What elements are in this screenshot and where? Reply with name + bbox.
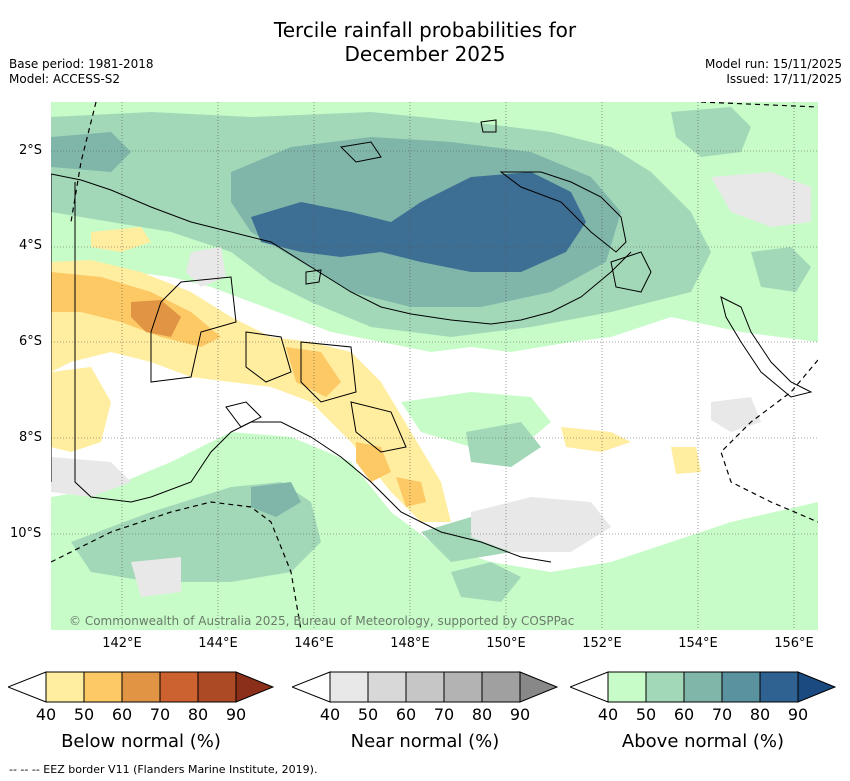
eez-borders bbox=[51, 102, 818, 630]
below-normal-50-nw bbox=[91, 227, 151, 252]
above-normal-80 bbox=[251, 172, 586, 272]
cbar-above-40-50 bbox=[607, 671, 647, 703]
above-normal-60-east bbox=[751, 247, 811, 292]
cbar-near-label-70: 70 bbox=[433, 705, 455, 724]
map-title: Tercile rainfall probabilities for Decem… bbox=[0, 18, 850, 66]
cbar-below-label-40: 40 bbox=[35, 705, 57, 724]
cbar-above-label-40: 40 bbox=[597, 705, 619, 724]
cbar-near-title: Near normal (%) bbox=[350, 731, 500, 752]
cbar-below-40-50 bbox=[45, 671, 85, 703]
cbar-above-label-50: 50 bbox=[635, 705, 657, 724]
title-line-2: December 2025 bbox=[344, 42, 506, 66]
lat-tick-6s: 6°S bbox=[19, 334, 43, 349]
cbar-below-label-80: 80 bbox=[187, 705, 209, 724]
map-panel bbox=[51, 102, 818, 630]
cbar-above-70-80 bbox=[721, 671, 761, 703]
cbar-near-40-50 bbox=[329, 671, 369, 703]
cbar-below-title: Below normal (%) bbox=[61, 731, 221, 752]
cbar-below-label-90: 90 bbox=[225, 705, 247, 724]
cbar-above-under bbox=[570, 671, 609, 703]
graticule bbox=[51, 102, 818, 630]
cbar-near-over bbox=[519, 671, 558, 703]
lat-tick-8s: 8°S bbox=[19, 430, 43, 445]
cbar-above-label-90: 90 bbox=[787, 705, 809, 724]
near-normal-50-nw bbox=[186, 247, 226, 287]
above-normal-60-ne bbox=[671, 107, 751, 157]
meta-left: Base period: 1981-2018 Model: ACCESS-S2 bbox=[9, 57, 154, 87]
cbar-below-70-80 bbox=[159, 671, 199, 703]
below-normal-50-east2 bbox=[671, 447, 701, 474]
cbar-near-under bbox=[292, 671, 331, 703]
cbar-near-label-60: 60 bbox=[395, 705, 417, 724]
lat-tick-2s: 2°S bbox=[19, 143, 43, 158]
above-normal-60-central bbox=[466, 422, 541, 467]
cbar-near-label-90: 90 bbox=[509, 705, 531, 724]
above-normal-70-west bbox=[51, 132, 131, 172]
near-normal-50-sw bbox=[131, 557, 181, 597]
above-normal-50-south bbox=[51, 432, 818, 630]
coastlines bbox=[51, 119, 813, 563]
above-normal-60-s2 bbox=[451, 562, 521, 602]
cbar-below-label-50: 50 bbox=[73, 705, 95, 724]
cbar-below-under bbox=[8, 671, 47, 703]
colorbar-near-normal bbox=[292, 671, 558, 703]
cbar-above-60-70 bbox=[683, 671, 723, 703]
lat-tick-4s: 4°S bbox=[19, 238, 43, 253]
lon-tick-150e: 150°E bbox=[486, 636, 526, 651]
lon-tick-154e: 154°E bbox=[678, 636, 718, 651]
cbar-near-50-60 bbox=[367, 671, 407, 703]
above-normal-70-sw bbox=[251, 482, 301, 517]
near-normal-50-se bbox=[711, 397, 761, 432]
cbar-near-80-90 bbox=[481, 671, 521, 703]
lon-tick-144e: 144°E bbox=[198, 636, 238, 651]
lon-tick-152e: 152°E bbox=[582, 636, 622, 651]
colorbar-above-normal bbox=[570, 671, 836, 703]
cbar-near-label-40: 40 bbox=[319, 705, 341, 724]
copyright-notice: © Commonwealth of Australia 2025, Bureau… bbox=[69, 614, 575, 628]
cbar-above-over bbox=[797, 671, 836, 703]
cbar-near-70-80 bbox=[443, 671, 483, 703]
cbar-above-label-70: 70 bbox=[711, 705, 733, 724]
cbar-below-50-60 bbox=[83, 671, 123, 703]
cbar-below-over bbox=[235, 671, 274, 703]
meta-right: Model run: 15/11/2025 Issued: 17/11/2025 bbox=[705, 57, 842, 87]
cbar-above-title: Above normal (%) bbox=[621, 731, 785, 752]
cbar-below-label-60: 60 bbox=[111, 705, 133, 724]
cbar-above-80-90 bbox=[759, 671, 799, 703]
near-normal-50-ne bbox=[711, 172, 811, 227]
cbar-above-50-60 bbox=[645, 671, 685, 703]
below-normal-60-south2 bbox=[396, 477, 426, 507]
below-normal-50-west bbox=[51, 367, 111, 452]
base-period: Base period: 1981-2018 bbox=[9, 57, 154, 71]
cbar-below-80-90 bbox=[197, 671, 237, 703]
cbar-near-label-80: 80 bbox=[471, 705, 493, 724]
cbar-near-60-70 bbox=[405, 671, 445, 703]
model-run: Model run: 15/11/2025 bbox=[704, 57, 842, 71]
cbar-above-label-60: 60 bbox=[673, 705, 695, 724]
model-name: Model: ACCESS-S2 bbox=[9, 72, 121, 86]
lat-tick-10s: 10°S bbox=[10, 526, 42, 541]
lon-tick-146e: 146°E bbox=[294, 636, 334, 651]
probability-map bbox=[51, 102, 818, 630]
lon-tick-156e: 156°E bbox=[774, 636, 814, 651]
cbar-below-label-70: 70 bbox=[149, 705, 171, 724]
issued-date: Issued: 17/11/2025 bbox=[726, 72, 842, 86]
eez-footnote: -- -- -- EEZ border V11 (Flanders Marine… bbox=[9, 763, 318, 776]
below-normal-60-central bbox=[286, 347, 341, 397]
title-line-1: Tercile rainfall probabilities for bbox=[273, 18, 577, 42]
below-normal-50-east bbox=[561, 427, 631, 452]
cbar-above-label-80: 80 bbox=[749, 705, 771, 724]
lon-tick-148e: 148°E bbox=[390, 636, 430, 651]
cbar-below-60-70 bbox=[121, 671, 161, 703]
cbar-near-label-50: 50 bbox=[357, 705, 379, 724]
near-normal-50-west bbox=[51, 457, 131, 497]
lon-tick-142e: 142°E bbox=[102, 636, 142, 651]
colorbar-below-normal bbox=[8, 671, 274, 703]
